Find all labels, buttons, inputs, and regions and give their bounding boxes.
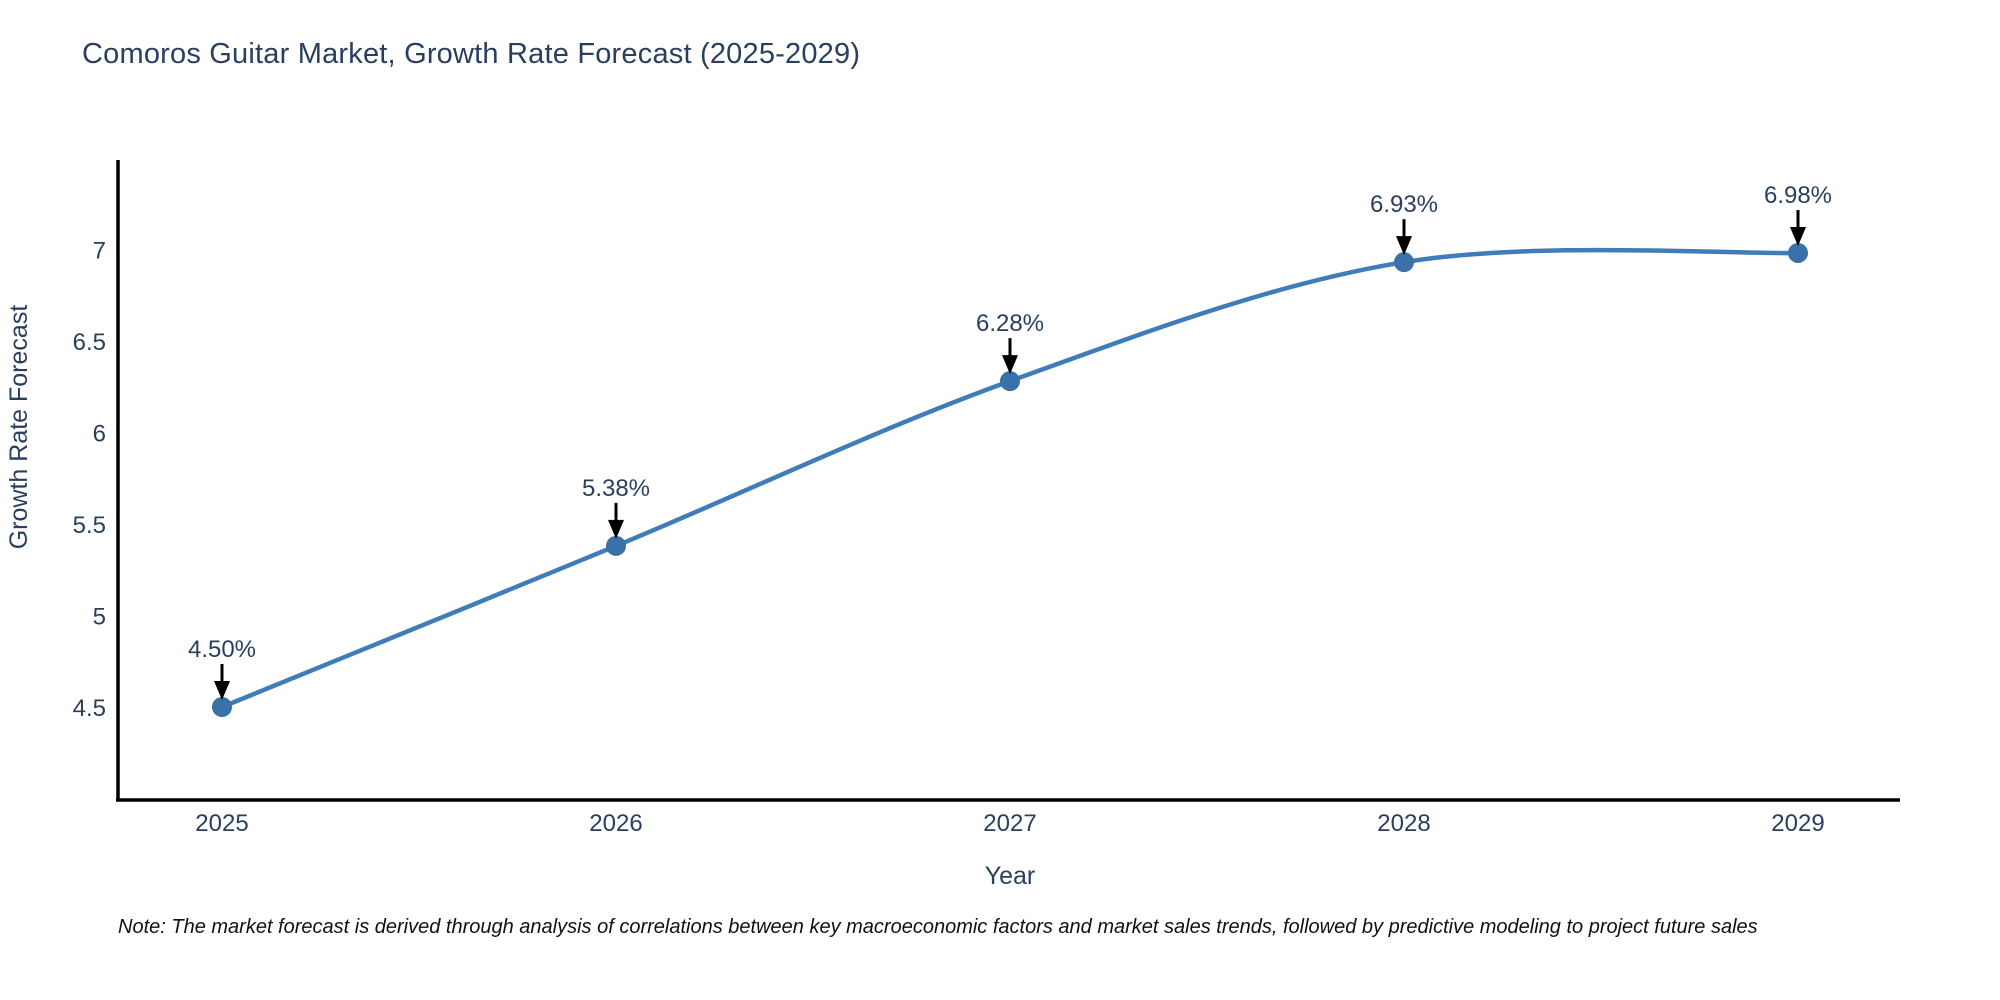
y-tick-label: 7 [93, 237, 106, 264]
point-annotations: 4.50% 5.38% 6.28% 6.93% 6.98% [188, 182, 1832, 700]
chart-title: Comoros Guitar Market, Growth Rate Forec… [82, 38, 861, 70]
annotation-arrowhead [214, 681, 230, 700]
x-tick-label: 2029 [1771, 810, 1824, 837]
y-tick-label: 5.5 [73, 512, 106, 539]
point-value-label: 6.98% [1764, 182, 1832, 209]
series-markers [212, 242, 1808, 717]
annotation-arrowhead [1002, 355, 1018, 375]
y-tick-label: 4.5 [73, 695, 106, 722]
x-tick-label: 2027 [983, 810, 1036, 837]
annotation-arrowhead [608, 519, 624, 539]
x-tick-labels: 2025 2026 2027 2028 2029 [195, 810, 1824, 837]
data-point-2027 [1000, 371, 1020, 392]
y-tick-labels: 4.5 5 5.5 6 6.5 7 [73, 237, 106, 722]
x-axis-title: Year [985, 862, 1036, 890]
data-point-2029 [1788, 242, 1808, 263]
point-value-label: 5.38% [582, 475, 650, 502]
annotation-arrowhead [1396, 236, 1412, 256]
data-point-2026 [606, 535, 626, 556]
point-value-label: 6.93% [1370, 191, 1438, 218]
x-tick-label: 2028 [1377, 810, 1430, 837]
x-tick-label: 2025 [195, 810, 248, 837]
y-tick-label: 6.5 [73, 329, 106, 356]
footnote: Note: The market forecast is derived thr… [118, 916, 1758, 938]
y-tick-label: 6 [93, 420, 106, 447]
y-axis-title: Growth Rate Forecast [5, 305, 33, 550]
y-tick-label: 5 [93, 603, 106, 630]
data-point-2025 [212, 697, 232, 717]
point-value-label: 4.50% [188, 636, 256, 663]
data-point-2028 [1394, 252, 1414, 273]
point-value-label: 6.28% [976, 310, 1044, 337]
axes [116, 160, 1900, 802]
x-tick-label: 2026 [589, 810, 642, 837]
annotation-arrowhead [1790, 226, 1806, 246]
